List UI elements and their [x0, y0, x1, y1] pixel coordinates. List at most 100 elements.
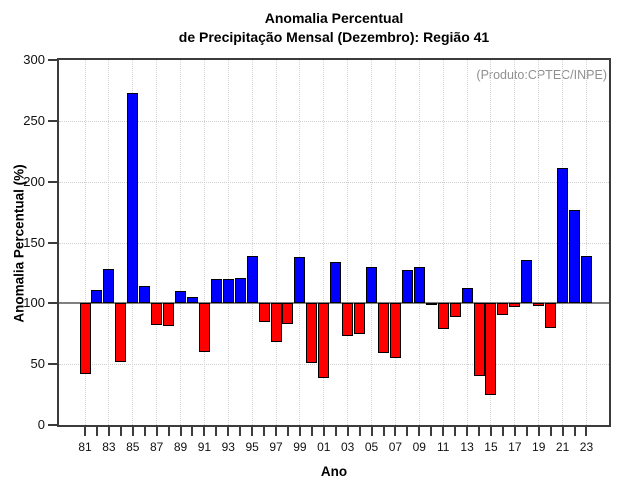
x-axis-tick: [549, 427, 552, 436]
x-axis-tick-label: 19: [532, 440, 546, 454]
x-axis-tick-label: 89: [173, 440, 188, 454]
x-axis-tick: [418, 427, 421, 436]
x-axis-tick-label: 23: [579, 440, 594, 454]
bar-year-23: [580, 255, 592, 304]
x-axis-tick: [394, 427, 397, 436]
x-axis-tick-label: 87: [149, 440, 164, 454]
y-axis-tick-label: 250: [23, 112, 45, 128]
x-axis-tick: [370, 427, 373, 436]
x-axis-tick-label: 91: [197, 440, 212, 454]
bar-year-84: [115, 303, 127, 362]
x-axis-tick: [501, 427, 504, 436]
x-axis-tick: [239, 427, 242, 436]
x-axis-tick-label: 01: [317, 440, 331, 454]
x-axis-tick: [406, 427, 409, 436]
bar-year-90: [186, 297, 198, 304]
x-axis-tick: [203, 427, 206, 436]
x-axis-tick-label: 93: [221, 440, 235, 454]
x-axis-tick: [513, 427, 516, 436]
bar-year-07: [389, 303, 401, 359]
bar-year-00: [306, 303, 318, 363]
bar-year-93: [222, 279, 234, 304]
x-axis-tick: [215, 427, 218, 436]
x-axis-tick: [346, 427, 349, 436]
chart-title-line2: de Precipitação Mensal (Dezembro): Regiã…: [178, 29, 490, 45]
x-axis-tick: [537, 427, 540, 436]
bar-year-02: [330, 261, 342, 304]
x-axis-tick: [561, 427, 564, 436]
x-axis-tick: [191, 427, 194, 436]
y-axis-tick: [48, 59, 57, 61]
bar-year-89: [175, 291, 187, 304]
x-axis-tick-label: 95: [245, 440, 259, 454]
x-axis-tick-label: 11: [436, 440, 450, 454]
bar-year-85: [127, 92, 139, 304]
bar-year-81: [79, 303, 91, 374]
x-axis-tick: [275, 427, 278, 436]
bar-year-05: [366, 266, 378, 304]
bar-year-18: [521, 259, 533, 304]
bar-year-94: [234, 277, 246, 304]
y-axis-tick-label: 200: [23, 173, 45, 189]
x-axis-tick-label: 97: [269, 440, 283, 454]
x-axis-tick-label: 05: [364, 440, 379, 454]
x-axis-tick-label: 81: [78, 440, 92, 454]
horizontal-gridline: [59, 242, 609, 244]
bar-year-91: [198, 303, 210, 352]
x-axis-tick: [131, 427, 134, 436]
x-axis-tick: [430, 427, 433, 436]
bar-year-86: [139, 286, 151, 304]
x-axis-tick: [334, 427, 337, 436]
bar-year-88: [163, 303, 175, 327]
bar-year-06: [378, 303, 389, 354]
x-axis-tick: [167, 427, 170, 436]
x-axis-tick-label: 85: [126, 440, 140, 454]
x-axis-tick: [442, 427, 445, 436]
x-axis-tick-label: 15: [484, 440, 498, 454]
product-credit-label: (Produto:CPTEC/INPE): [476, 68, 607, 82]
y-axis-tick: [48, 241, 57, 244]
bar-year-83: [103, 269, 115, 304]
x-axis-tick: [358, 427, 361, 436]
bar-year-11: [437, 303, 449, 329]
bar-year-92: [210, 279, 222, 304]
y-axis-tick: [48, 119, 57, 122]
y-axis-tick-label: 50: [30, 356, 45, 372]
x-axis-tick: [585, 427, 588, 436]
x-axis-tick: [179, 427, 182, 436]
bar-year-17: [509, 303, 521, 307]
bar-year-99: [294, 257, 306, 304]
x-axis-tick-label: 17: [508, 440, 522, 454]
x-axis-tick-label: 99: [293, 440, 307, 454]
horizontal-gridline: [59, 120, 609, 122]
y-axis-tick-label: 300: [23, 52, 45, 67]
bar-year-97: [270, 303, 282, 343]
bar-year-12: [449, 303, 461, 317]
x-axis-tick: [143, 427, 146, 436]
y-axis-tick-label: 100: [23, 295, 45, 311]
baseline-100pct-line: [59, 302, 609, 305]
y-axis-tick: [48, 180, 57, 183]
y-axis-tick: [48, 302, 57, 305]
bar-year-22: [569, 209, 581, 304]
x-axis-tick-label: 09: [412, 440, 426, 454]
bar-year-87: [151, 303, 163, 326]
bar-year-21: [557, 168, 569, 304]
bar-year-10: [425, 303, 437, 306]
x-axis-tick: [227, 427, 230, 436]
x-axis-tick: [119, 427, 122, 436]
x-axis-tick: [478, 427, 481, 436]
x-axis-tick: [525, 427, 528, 436]
x-axis-tick: [466, 427, 469, 436]
x-axis-tick-label: 03: [340, 440, 355, 454]
x-axis-title: Ano: [320, 464, 348, 479]
horizontal-gridline: [59, 364, 609, 366]
bar-year-03: [342, 303, 354, 337]
x-axis-tick: [489, 427, 492, 436]
bar-year-95: [246, 255, 258, 304]
bar-year-19: [533, 303, 545, 306]
bar-year-01: [318, 303, 330, 378]
x-axis-tick: [573, 427, 576, 436]
x-axis-tick: [95, 427, 98, 436]
